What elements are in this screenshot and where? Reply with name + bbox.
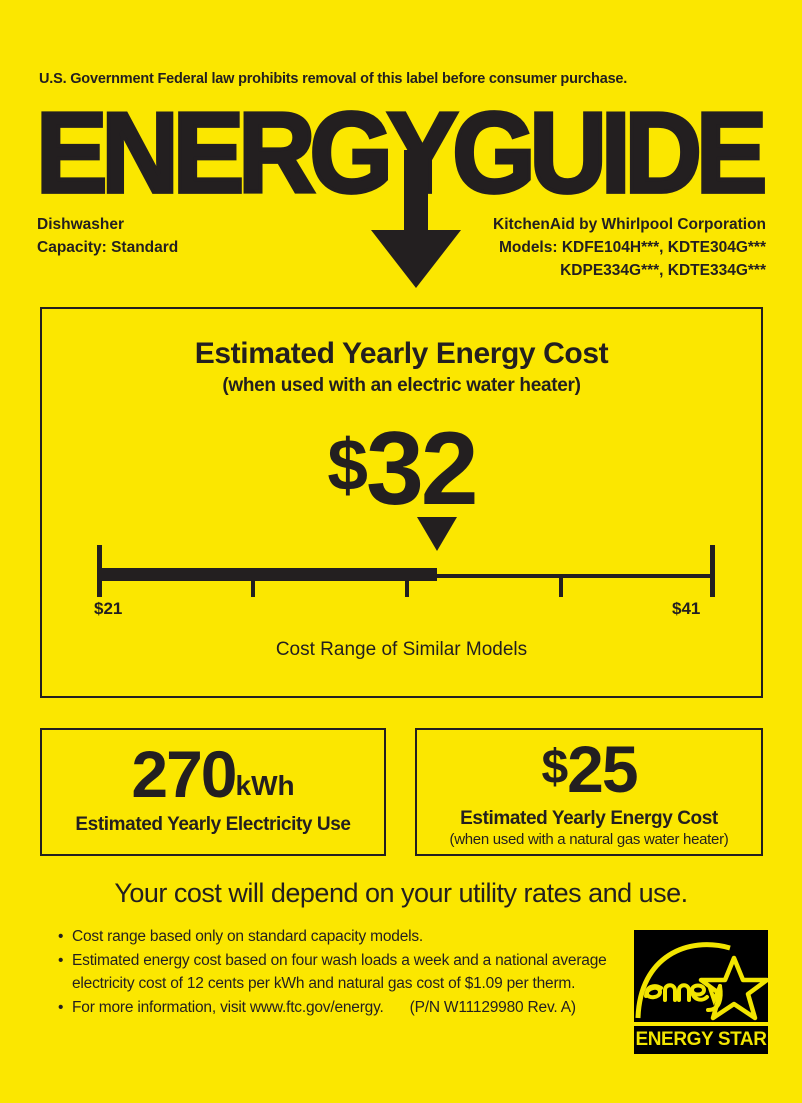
estimated-yearly-cost-box: Estimated Yearly Energy Cost (when used … — [40, 307, 763, 698]
cost-box-subtitle: (when used with an electric water heater… — [222, 375, 581, 396]
scale-end-cap-right — [710, 545, 715, 597]
list-item: Cost range based only on standard capaci… — [58, 925, 623, 949]
cost-range-scale — [97, 527, 715, 597]
gas-cost-caption: Estimated Yearly Energy Cost — [460, 808, 718, 829]
gas-cost-amount: $25 — [417, 736, 761, 802]
list-item: Estimated energy cost based on four wash… — [58, 949, 623, 996]
cost-marker-triangle-icon — [417, 517, 457, 551]
energy-star-mark — [634, 930, 770, 1022]
bullet-text: For more information, visit www.ftc.gov/… — [72, 998, 384, 1016]
primary-cost-currency: $ — [327, 425, 368, 506]
electricity-use-box: 270kWh Estimated Yearly Electricity Use — [40, 728, 386, 856]
primary-cost-value: 32 — [365, 411, 479, 527]
part-number: (P/N W11129980 Rev. A) — [409, 998, 576, 1016]
scale-tick — [251, 574, 255, 597]
models-line-1: Models: KDFE104H***, KDTE304G*** — [498, 239, 766, 256]
down-arrow-head — [371, 230, 461, 288]
gas-cost-subcaption: (when used with a natural gas water heat… — [449, 831, 729, 848]
scale-filled-portion — [97, 568, 437, 581]
down-arrow-stem — [404, 150, 428, 242]
electricity-use-amount: 270kWh — [42, 741, 384, 807]
electricity-use-caption: Estimated Yearly Electricity Use — [75, 814, 351, 835]
electricity-use-value: 270 — [131, 737, 237, 811]
disclaimer-headline: Your cost will depend on your utility ra… — [114, 878, 688, 908]
product-info: Dishwasher Capacity: Standard — [37, 213, 178, 259]
bullet-text: Estimated energy cost based on four wash… — [72, 951, 607, 993]
electricity-use-unit: kWh — [235, 770, 295, 801]
disclaimer-bullets: Cost range based only on standard capaci… — [58, 925, 623, 1019]
scale-max-label: $41 — [672, 599, 701, 618]
scale-tick — [559, 574, 563, 597]
scale-min-label: $21 — [94, 599, 123, 618]
scale-caption: Cost Range of Similar Models — [275, 639, 528, 660]
energyguide-wordmark: ENERGYGUIDE — [34, 94, 769, 212]
energy-star-band: ENERGY STAR — [634, 1026, 768, 1054]
legal-notice: U.S. Government Federal law prohibits re… — [39, 71, 628, 87]
gas-cost-value: 25 — [567, 732, 638, 806]
energyguide-wordmark-text: ENERGYGUIDE — [34, 88, 769, 217]
scale-end-cap-left — [97, 545, 102, 597]
energy-star-logo: ENERGY STAR — [634, 930, 770, 1054]
gas-cost-box: $25 Estimated Yearly Energy Cost (when u… — [415, 728, 763, 856]
product-capacity: Capacity: Standard — [37, 239, 179, 256]
cost-box-title: Estimated Yearly Energy Cost — [194, 337, 609, 370]
primary-cost-amount: $32 — [42, 417, 761, 521]
energy-star-band-text: ENERGY STAR — [635, 1029, 767, 1050]
list-item: For more information, visit www.ftc.gov/… — [58, 996, 623, 1020]
product-type: Dishwasher — [37, 216, 125, 233]
manufacturer-name: KitchenAid by Whirlpool Corporation — [493, 216, 766, 233]
gas-cost-currency: $ — [541, 741, 568, 794]
energy-star-graphic — [635, 942, 770, 1021]
brand-info: KitchenAid by Whirlpool Corporation Mode… — [493, 213, 766, 282]
bullet-text: Cost range based only on standard capaci… — [72, 928, 424, 945]
down-arrow-icon — [371, 150, 461, 290]
scale-tick — [405, 574, 409, 597]
models-line-2: KDPE334G***, KDTE334G*** — [560, 262, 766, 279]
